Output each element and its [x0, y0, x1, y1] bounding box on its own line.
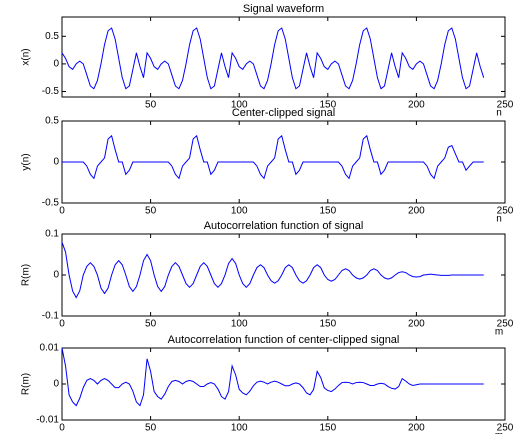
- y-axis-label: R(m): [21, 373, 32, 395]
- x-axis-label: n: [496, 214, 502, 225]
- x-tick-label: 200: [408, 206, 425, 217]
- x-tick-label: 250: [497, 319, 514, 330]
- x-tick-label: 200: [408, 319, 425, 330]
- axes-box: [61, 233, 506, 317]
- x-tick-label: 150: [319, 100, 336, 111]
- x-tick-label: 150: [319, 423, 336, 434]
- y-tick-label: 0.1: [45, 229, 59, 240]
- y-tick-label: -0.1: [42, 311, 60, 322]
- x-tick-label: 100: [231, 100, 248, 111]
- x-tick-label: 0: [59, 206, 65, 217]
- y-tick-label: -0.01: [36, 415, 59, 426]
- signal-line: [61, 347, 484, 407]
- y-tick-label: 0.5: [45, 116, 59, 127]
- y-axis-label: x(n): [21, 48, 32, 65]
- axes-box: [61, 16, 506, 98]
- chart-title: Autocorrelation function of center-clipp…: [168, 334, 400, 346]
- x-tick-label: 50: [145, 423, 157, 434]
- chart-title: Autocorrelation function of signal: [204, 220, 364, 232]
- x-tick-label: 50: [145, 206, 157, 217]
- chart-title: Signal waveform: [243, 3, 324, 15]
- x-tick-label: 200: [408, 100, 425, 111]
- x-tick-label: 150: [319, 319, 336, 330]
- y-tick-label: -0.5: [42, 198, 60, 209]
- y-axis-label: R(m): [21, 264, 32, 286]
- y-tick-label: 0.5: [45, 31, 59, 42]
- x-tick-label: 250: [497, 423, 514, 434]
- x-tick-label: 150: [319, 206, 336, 217]
- y-axis-label: y(n): [21, 153, 32, 170]
- x-tick-label: 100: [231, 319, 248, 330]
- x-tick-label: 250: [497, 206, 514, 217]
- x-axis-label: m: [495, 431, 503, 434]
- x-axis-label: m: [495, 327, 503, 338]
- x-tick-label: 50: [145, 319, 157, 330]
- y-tick-label: 0: [53, 270, 59, 281]
- signal-line: [61, 242, 484, 299]
- x-tick-label: 0: [59, 319, 65, 330]
- x-tick-label: 200: [408, 423, 425, 434]
- x-axis-label: n: [496, 108, 502, 119]
- y-tick-label: 0: [53, 157, 59, 168]
- x-tick-label: 100: [231, 206, 248, 217]
- y-tick-label: 0: [53, 59, 59, 70]
- x-tick-label: 0: [59, 423, 65, 434]
- chart-title: Center-clipped signal: [232, 107, 335, 119]
- y-tick-label: 0.01: [40, 343, 60, 354]
- x-tick-label: 50: [145, 100, 157, 111]
- axes-box: [61, 120, 506, 204]
- x-tick-label: 250: [497, 100, 514, 111]
- signal-line: [61, 27, 485, 90]
- y-tick-label: 0: [53, 379, 59, 390]
- x-tick-label: 100: [231, 423, 248, 434]
- y-tick-label: -0.5: [42, 86, 60, 97]
- signal-line: [62, 134, 484, 180]
